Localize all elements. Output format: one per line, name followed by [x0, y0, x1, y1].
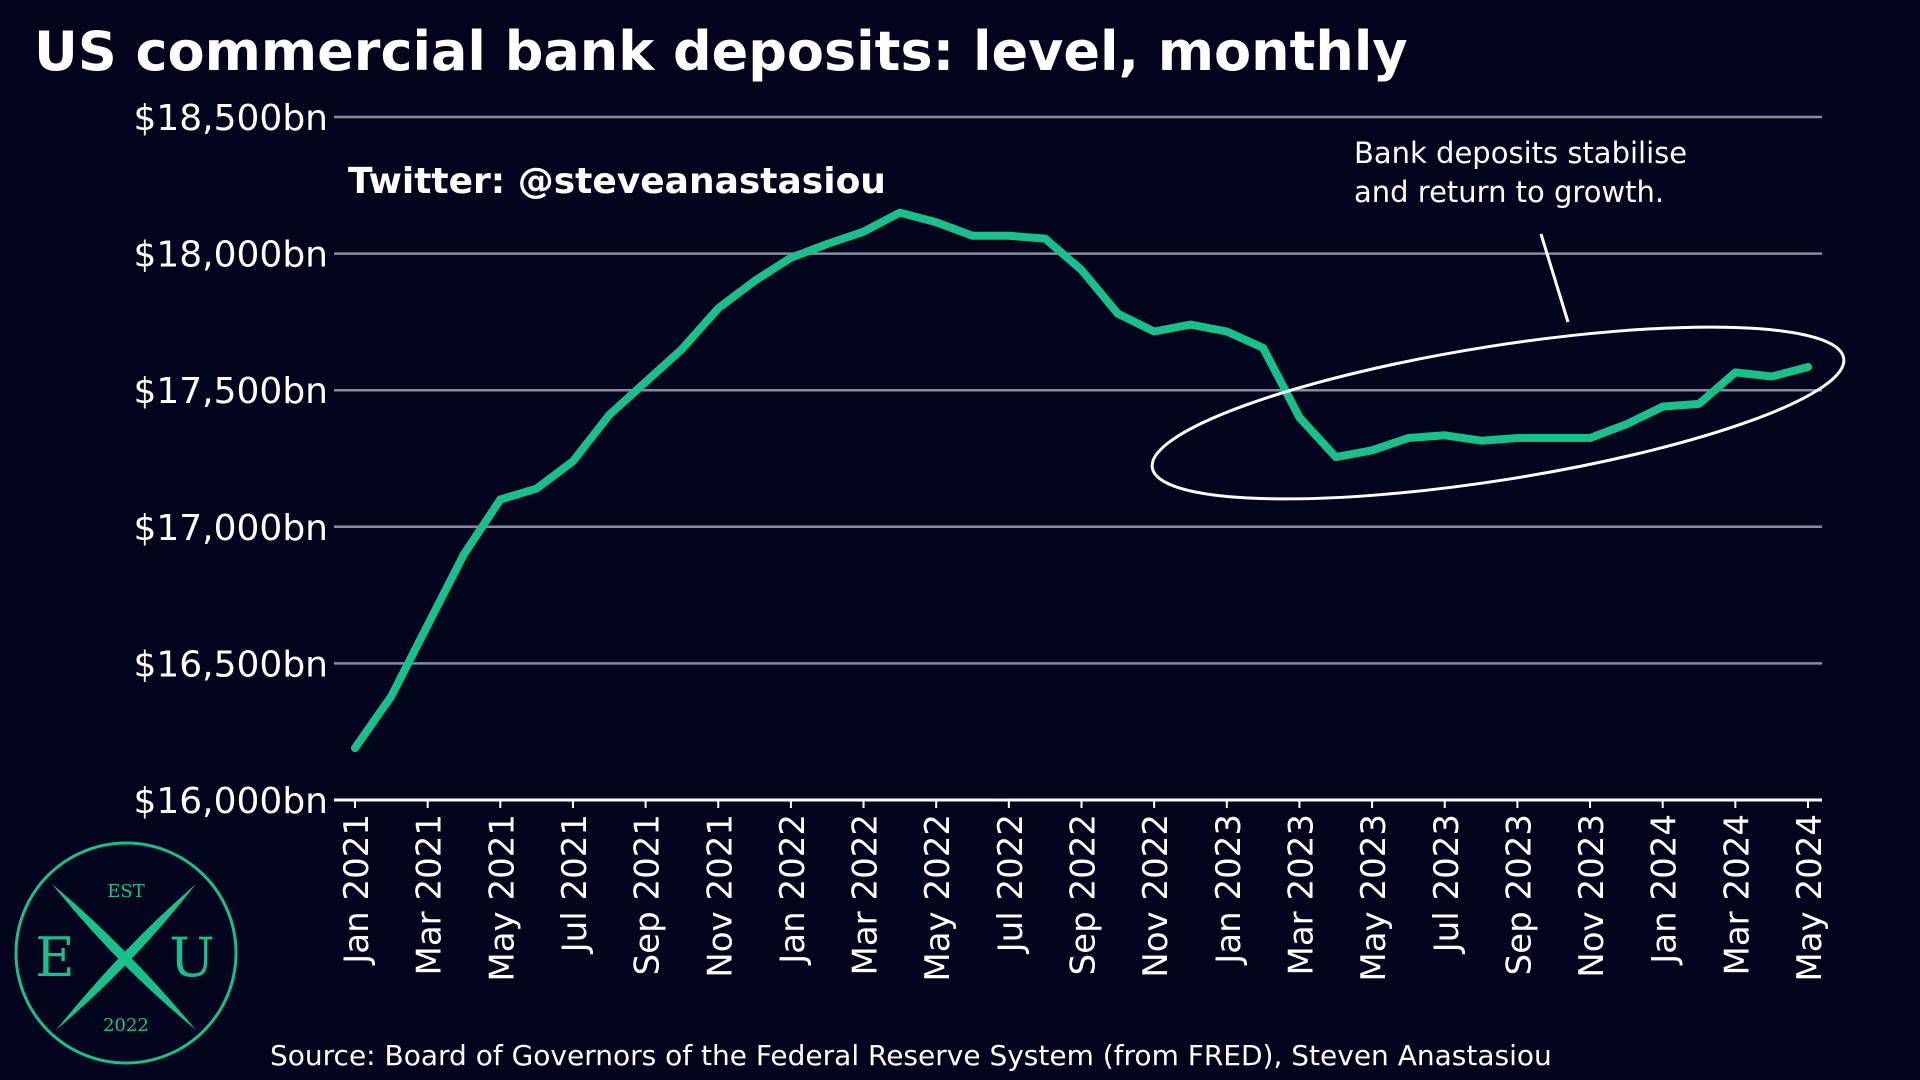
x-tick-label: May 2023 — [1354, 814, 1394, 982]
logo: EST E U 2022 — [14, 841, 238, 1065]
logo-slash-2 — [56, 884, 196, 1030]
y-tick-label: $18,000bn — [133, 235, 328, 276]
x-tick-label: May 2022 — [918, 814, 958, 982]
x-tick-label: Mar 2023 — [1281, 814, 1321, 975]
series-line — [351, 208, 1812, 753]
x-tick-label: Sep 2022 — [1064, 814, 1104, 975]
x-tick-label: May 2021 — [482, 814, 522, 982]
y-tick-label: $16,000bn — [133, 781, 328, 822]
logo-ring — [14, 841, 238, 1065]
y-tick-label: $17,500bn — [133, 371, 328, 412]
x-tick-label: Jan 2024 — [1645, 814, 1685, 966]
highlight-ellipse — [1150, 325, 1846, 501]
x-tick-label: Mar 2024 — [1717, 814, 1757, 975]
x-tick-label: Jul 2023 — [1427, 814, 1467, 954]
x-tick-label: Nov 2022 — [1136, 814, 1176, 978]
logo-est: EST — [107, 881, 144, 902]
annotation-line-1: Bank deposits stabilise — [1354, 136, 1687, 170]
y-tick-label: $18,500bn — [133, 98, 328, 139]
watermark-text: Twitter: @steveanastasiou — [348, 161, 886, 202]
y-axis: $16,000bn $16,500bn $17,000bn $17,500bn $18,… — [133, 98, 328, 822]
gridlines — [334, 115, 1822, 665]
source-text: Source: Board of Governors of the Federa… — [270, 1039, 1552, 1072]
x-tick-label: Nov 2023 — [1572, 814, 1612, 978]
x-tick-label: Jan 2023 — [1209, 814, 1249, 966]
x-tick-label: Mar 2021 — [410, 814, 450, 975]
y-tick-label: $17,000bn — [133, 508, 328, 549]
x-tick-label: Sep 2021 — [628, 814, 668, 975]
x-tick-label: Jul 2022 — [991, 814, 1031, 954]
x-tick-label: Nov 2021 — [700, 814, 740, 978]
x-tick-label: Jul 2021 — [555, 814, 595, 954]
x-tick-label: Sep 2023 — [1499, 814, 1539, 975]
logo-letter-e: E — [35, 926, 74, 989]
y-tick-label: $16,500bn — [133, 644, 328, 685]
annotation-pointer — [1539, 233, 1570, 323]
x-tick-label: May 2024 — [1790, 814, 1830, 982]
x-axis: Jan 2021 Mar 2021 May 2021 Jul 2021 Sep 2021… — [337, 800, 1830, 982]
logo-letter-u: U — [169, 926, 215, 989]
logo-year: 2022 — [103, 1015, 149, 1036]
x-tick-label: Jan 2022 — [773, 814, 813, 966]
x-tick-label: Jan 2021 — [337, 814, 377, 966]
annotation-line-2: and return to growth. — [1354, 175, 1664, 209]
x-tick-label: Mar 2022 — [846, 814, 886, 975]
chart-title: US commercial bank deposits: level, mont… — [34, 20, 1408, 83]
